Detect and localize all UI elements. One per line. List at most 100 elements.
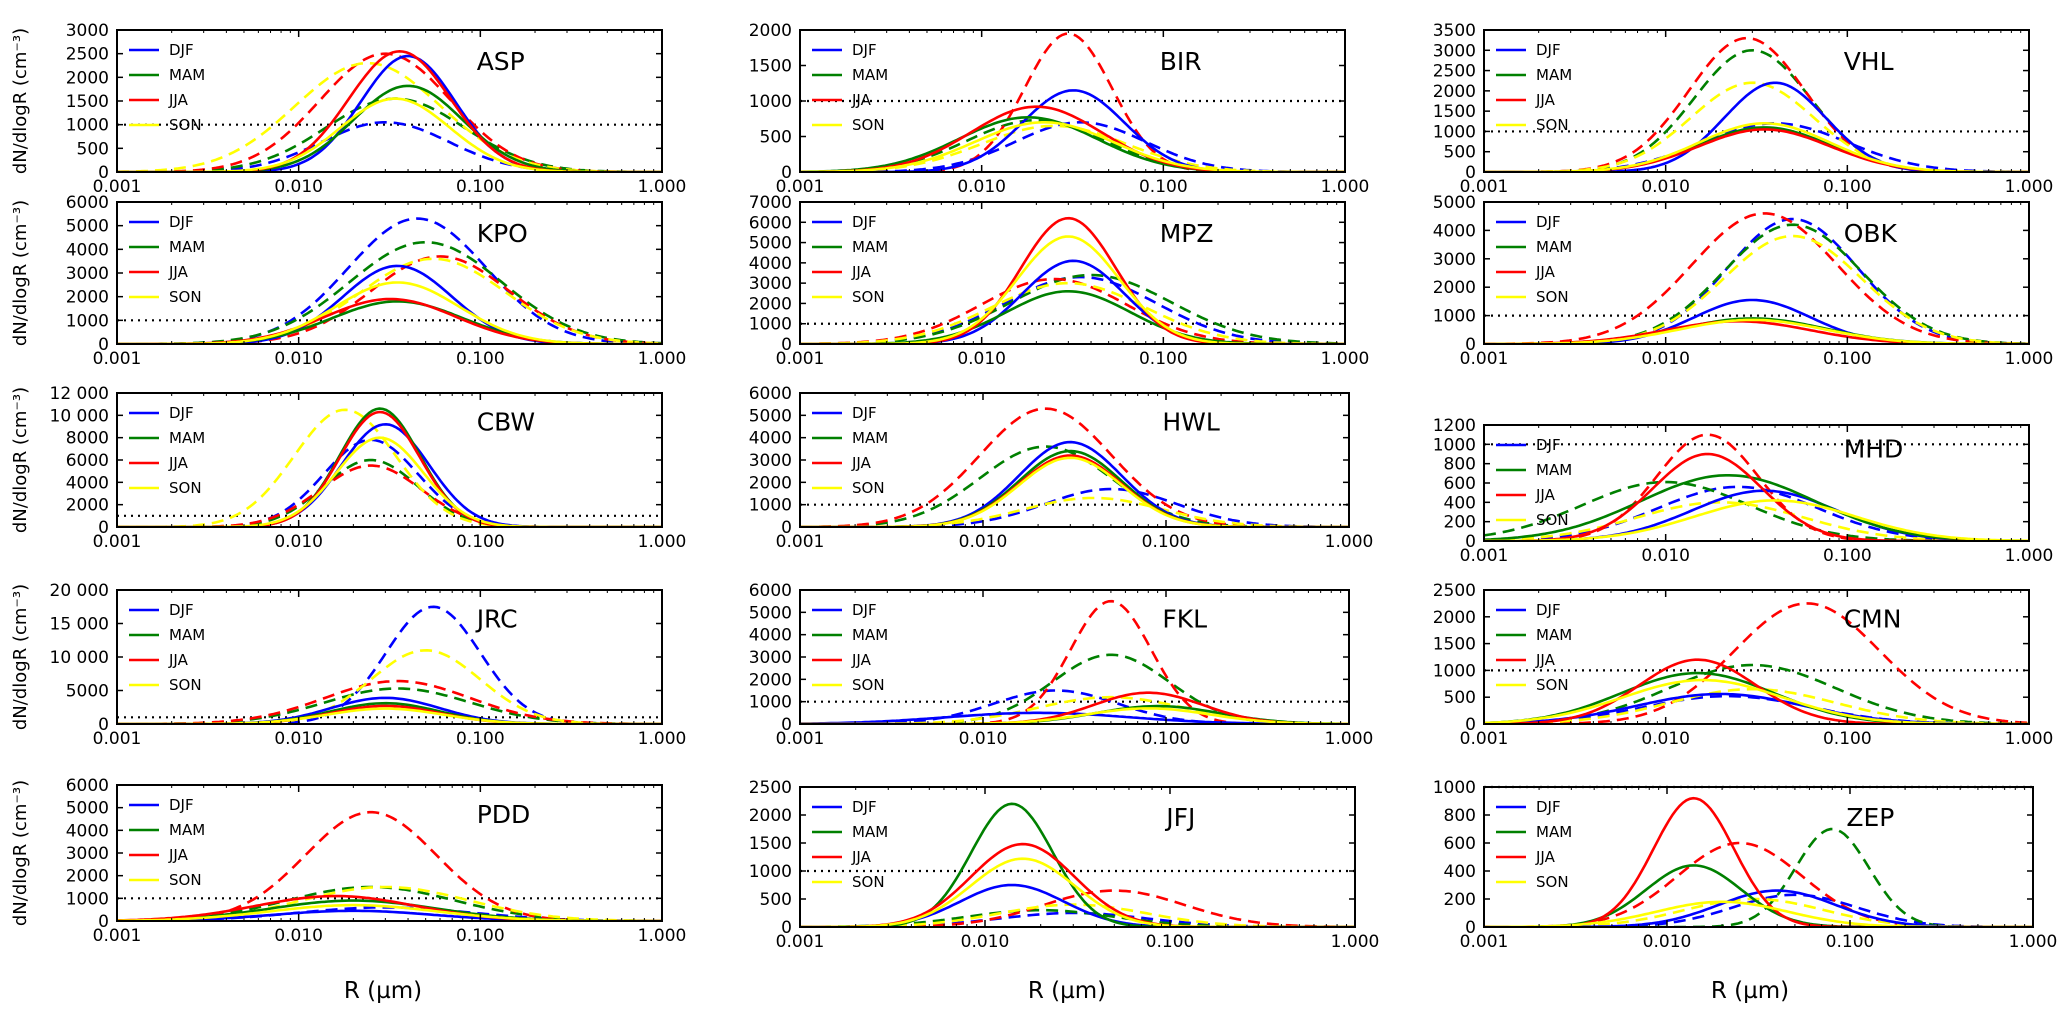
curves-cmn xyxy=(1484,602,2029,724)
panel-jrc: 0 5000 10 000 15 000 20 000 0.001 0.010 0.100 1.… xyxy=(10,581,686,749)
legend-label-son: SON xyxy=(1536,116,1569,134)
y-tick-label: 0 xyxy=(98,163,109,183)
series-djf-solid xyxy=(117,696,662,724)
series-son-dashed xyxy=(800,496,1349,527)
x-tick-label: 1.000 xyxy=(1321,177,1370,197)
series-jja-solid xyxy=(1484,452,2029,541)
legend-label-djf: DJF xyxy=(169,796,194,814)
series-djf-solid xyxy=(1484,889,2033,927)
series-jja-dashed xyxy=(800,599,1349,724)
x-tick-label: 0.001 xyxy=(93,729,142,749)
legend-label-jja: JJA xyxy=(168,91,189,109)
series-jja-dashed xyxy=(800,407,1349,527)
x-tick-label: 0.010 xyxy=(959,532,1008,552)
y-tick-label: 0 xyxy=(781,715,792,735)
series-jja-dashed xyxy=(117,464,662,527)
legend-label-jja: JJA xyxy=(168,263,189,281)
station-label-hwl: HWL xyxy=(1162,408,1220,437)
legend-label-mam: MAM xyxy=(169,429,205,447)
y-tick-label: 6000 xyxy=(66,451,109,471)
y-tick-label: 200 xyxy=(1444,890,1476,910)
y-tick-label: 0 xyxy=(98,912,109,932)
legend-label-mam: MAM xyxy=(1536,461,1572,479)
x-tick-label: 0.100 xyxy=(456,177,505,197)
series-djf-dashed xyxy=(117,217,662,344)
x-axis-label-col1: R (µm) xyxy=(344,978,422,1004)
series-jja-dashed xyxy=(1484,602,2029,724)
legend-label-djf: DJF xyxy=(852,41,877,59)
y-tick-label: 600 xyxy=(1444,834,1476,854)
legend-label-djf: DJF xyxy=(852,601,877,619)
legend-label-son: SON xyxy=(169,288,202,306)
y-axis-label: dN/dlogR (cm⁻³) xyxy=(10,584,31,730)
x-tick-label: 0.100 xyxy=(1142,729,1191,749)
legend-label-son: SON xyxy=(1536,288,1569,306)
y-tick-label: 4000 xyxy=(66,821,109,841)
panel-bir: 0 500 1000 1500 2000 0.001 0.010 0.100 1.000 BIR D… xyxy=(749,21,1370,197)
series-jja-solid xyxy=(1484,796,2033,927)
y-tick-label: 7000 xyxy=(749,193,792,213)
legend-label-jja: JJA xyxy=(1535,651,1556,669)
y-tick-label: 1200 xyxy=(1433,416,1476,436)
y-tick-label: 1500 xyxy=(1433,635,1476,655)
y-tick-label: 2000 xyxy=(1433,82,1476,102)
y-tick-label: 0 xyxy=(1465,532,1476,552)
x-tick-label: 1.000 xyxy=(638,349,687,369)
y-tick-label: 1500 xyxy=(66,92,109,112)
y-tick-label: 0 xyxy=(98,335,109,355)
legend-label-son: SON xyxy=(169,676,202,694)
y-tick-label: 5000 xyxy=(66,799,109,819)
legend-label-mam: MAM xyxy=(1536,238,1572,256)
legend-label-mam: MAM xyxy=(169,66,205,84)
y-tick-label: 500 xyxy=(1444,143,1476,163)
x-tick-label: 0.010 xyxy=(274,926,323,946)
axes-frame xyxy=(799,392,1350,528)
curves-mhd xyxy=(1484,433,2029,541)
curves-fkl xyxy=(800,599,1349,724)
legend-label-mam: MAM xyxy=(169,238,205,256)
y-tick-label: 1000 xyxy=(749,496,792,516)
series-mam-dashed xyxy=(1484,223,2029,344)
axes-frame xyxy=(116,29,663,173)
x-tick-label: 0.100 xyxy=(1139,177,1188,197)
y-tick-label: 6000 xyxy=(749,581,792,601)
y-tick-label: 1000 xyxy=(749,92,792,112)
y-tick-label: 6000 xyxy=(66,193,109,213)
legend-label-djf: DJF xyxy=(1536,601,1561,619)
y-tick-label: 1000 xyxy=(749,693,792,713)
legend-label-djf: DJF xyxy=(1536,436,1561,454)
y-tick-label: 1000 xyxy=(749,862,792,882)
series-son-dashed xyxy=(117,648,662,724)
legend-label-son: SON xyxy=(169,479,202,497)
station-label-mhd: MHD xyxy=(1844,434,1904,463)
series-mam-dashed xyxy=(1484,827,2033,927)
panel-asp: 0 500 1000 1500 2000 2500 3000 0.001 0.010 0.100 1… xyxy=(10,21,686,197)
legend-label-mam: MAM xyxy=(852,66,888,84)
x-tick-label: 0.010 xyxy=(1641,349,1690,369)
y-tick-label: 1000 xyxy=(1433,661,1476,681)
legend-label-son: SON xyxy=(169,116,202,134)
legend-label-son: SON xyxy=(852,288,885,306)
legend-label-jja: JJA xyxy=(1535,91,1556,109)
y-tick-label: 0 xyxy=(1465,335,1476,355)
y-tick-label: 4000 xyxy=(749,254,792,274)
y-tick-label: 8000 xyxy=(66,429,109,449)
y-tick-label: 0 xyxy=(98,715,109,735)
x-tick-label: 1.000 xyxy=(2005,349,2054,369)
panel-kpo: 0 1000 2000 3000 4000 5000 6000 0.001 0.010 0.100… xyxy=(10,193,686,369)
y-tick-label: 2000 xyxy=(1433,278,1476,298)
y-tick-label: 0 xyxy=(781,918,792,938)
station-label-jfj: JFJ xyxy=(1164,803,1195,832)
x-tick-label: 0.001 xyxy=(1460,546,1509,566)
y-tick-label: 2000 xyxy=(66,288,109,308)
x-tick-label: 0.010 xyxy=(274,729,323,749)
series-mam-dashed xyxy=(1484,480,2029,541)
station-label-cmn: CMN xyxy=(1844,605,1902,634)
legend-label-jja: JJA xyxy=(168,454,189,472)
x-tick-label: 0.001 xyxy=(93,532,142,552)
series-djf-dashed xyxy=(800,487,1349,527)
y-axis-label: dN/dlogR (cm⁻³) xyxy=(10,780,31,926)
legend-label-djf: DJF xyxy=(852,798,877,816)
y-tick-label: 0 xyxy=(1465,715,1476,735)
